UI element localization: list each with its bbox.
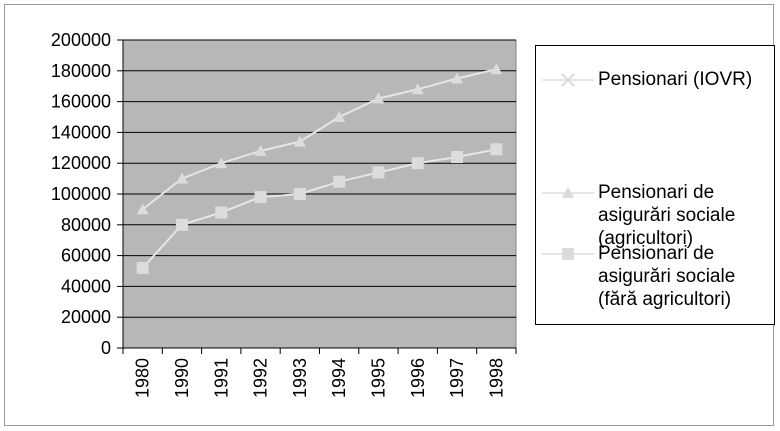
x-tick-label: 1990 — [172, 358, 192, 398]
x-tick-label: 1996 — [408, 358, 428, 398]
y-tick-label: 180000 — [51, 61, 111, 81]
chart-area: 0 20000 40000 60000 80000 100000 120000 140000 1… — [51, 30, 517, 398]
data-point-square — [215, 206, 228, 219]
y-tick-label: 80000 — [61, 215, 111, 235]
series-lines — [136, 63, 503, 274]
data-point-square — [293, 188, 306, 200]
y-tick-labels: 0 20000 40000 60000 80000 100000 120000 140000 1… — [51, 30, 111, 358]
x-tick-label: 1991 — [211, 358, 231, 398]
x-tick-label: 1992 — [251, 358, 271, 398]
data-point-triangle — [411, 83, 424, 95]
y-tick-label: 100000 — [51, 184, 111, 204]
series-line-1 — [142, 68, 497, 211]
legend-label-fara-agricultori: Pensionari de asigurări sociale (fără ag… — [598, 243, 736, 310]
axes — [122, 40, 517, 354]
x-tick-labels: 1980 1990 1991 1992 1993 1994 1995 1996 1997 1998 — [133, 358, 507, 398]
y-tick-label: 40000 — [61, 276, 111, 296]
legend-label-iovr: Pensionari (IOVR) — [598, 69, 753, 90]
y-tick-label: 0 — [101, 338, 111, 358]
y-tick-label: 20000 — [61, 307, 111, 327]
legend-swatch-triangle-marker — [542, 187, 594, 198]
x-tick-label: 1980 — [133, 358, 153, 398]
x-tick-label: 1997 — [447, 358, 467, 398]
x-tick-label: 1994 — [329, 358, 349, 398]
y-tick-label: 160000 — [51, 92, 111, 112]
chart-frame: 0 20000 40000 60000 80000 100000 120000 140000 1… — [4, 4, 775, 426]
legend-swatch-square-marker — [542, 248, 594, 260]
y-tick-label: 120000 — [51, 153, 111, 173]
data-point-triangle — [293, 135, 306, 147]
x-tick-label: 1998 — [486, 358, 506, 398]
data-point-triangle — [372, 92, 385, 104]
data-point-triangle — [215, 157, 228, 169]
data-point-square — [490, 143, 503, 156]
gridlines — [117, 39, 516, 349]
data-point-triangle — [254, 144, 267, 156]
legend: Pensionari (IOVR) Pensionari de asigurăr… — [535, 45, 775, 325]
y-tick-label: 60000 — [61, 246, 111, 266]
data-point-square — [333, 175, 346, 188]
data-point-triangle — [136, 203, 149, 215]
data-point-square — [372, 166, 385, 179]
series-line-2 — [141, 148, 497, 269]
data-point-square — [411, 157, 424, 170]
legend-label-agricultori: Pensionari de asigurări sociale (agricul… — [598, 182, 736, 249]
data-point-square — [136, 261, 149, 274]
data-point-triangle — [175, 172, 188, 184]
data-point-triangle — [451, 72, 464, 84]
legend-swatch-x-marker — [542, 73, 594, 87]
data-point-triangle — [333, 111, 346, 122]
data-point-square — [175, 218, 188, 231]
x-tick-label: 1993 — [290, 358, 310, 398]
data-point-square — [254, 191, 267, 204]
data-point-square — [451, 151, 464, 164]
y-tick-label: 140000 — [51, 122, 111, 142]
y-tick-label: 200000 — [51, 30, 111, 50]
x-tick-label: 1995 — [368, 358, 388, 398]
data-point-triangle — [490, 63, 503, 75]
